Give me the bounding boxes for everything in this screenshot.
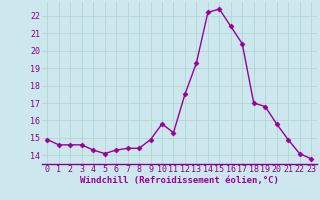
X-axis label: Windchill (Refroidissement éolien,°C): Windchill (Refroidissement éolien,°C) (80, 176, 279, 185)
